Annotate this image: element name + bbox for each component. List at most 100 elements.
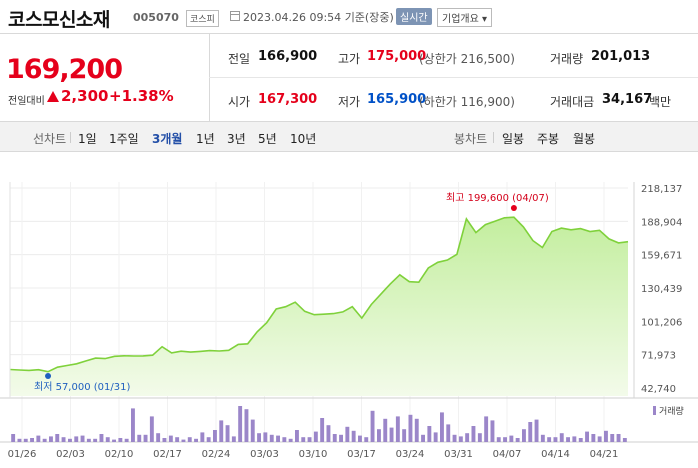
volume-bar (231, 436, 236, 442)
volume-bar (143, 434, 148, 442)
volume-bar (68, 438, 72, 442)
volume-bar (559, 433, 564, 442)
volume-bar (131, 408, 135, 442)
volume-bar (477, 433, 482, 442)
y-tick-label: 42,740 (641, 384, 676, 395)
tab-monthly[interactable]: 월봉 (573, 132, 596, 146)
volume-bar (263, 432, 268, 442)
volume-bar (515, 438, 520, 442)
volume-value: 201,013 (591, 49, 651, 64)
summary-row-divider (209, 77, 698, 78)
volume-bar (213, 430, 217, 442)
x-tick-label: 02/24 (202, 449, 231, 460)
x-tick-label: 03/17 (347, 449, 376, 460)
volume-bar (307, 437, 312, 442)
tab-10y[interactable]: 10년 (290, 132, 317, 146)
volume-bar (93, 438, 98, 442)
volume-bar (566, 437, 570, 442)
company-overview-button[interactable]: 기업개요 ▾ (437, 8, 492, 27)
y-tick-label: 188,904 (641, 217, 682, 228)
tab-separator (70, 132, 71, 143)
price-chart-svg: 최고 199,600 (04/07)최저 57,000 (01/31) 거래량 … (0, 182, 698, 460)
low-value: 165,900 (367, 92, 427, 107)
volume-bar (408, 414, 413, 442)
volume-bar (225, 425, 230, 442)
price-summary: 169,200 전일대비 2,300 +1.38% 전일 166,900 고가 … (0, 34, 698, 122)
volume-bar (42, 438, 47, 442)
prev-close-value: 166,900 (258, 49, 318, 64)
x-tick-label: 02/10 (105, 449, 134, 460)
volume-bar (219, 420, 224, 442)
volume-bar (276, 435, 280, 442)
volume-bar (105, 437, 110, 442)
line-chart-label: 선차트 (33, 132, 67, 146)
volume-bar (194, 438, 198, 442)
tab-1d[interactable]: 1일 (78, 132, 97, 146)
tab-daily[interactable]: 일봉 (502, 132, 525, 146)
volume-bar (269, 434, 274, 442)
market-badge: 코스피 (186, 10, 219, 27)
high-annotation: 최고 199,600 (04/07) (446, 192, 549, 204)
calendar-icon (230, 11, 240, 21)
open-label: 시가 (228, 95, 251, 109)
volume-bar (591, 434, 596, 442)
volume-bar (137, 434, 142, 442)
tab-1w[interactable]: 1주일 (109, 132, 139, 146)
current-price: 169,200 (6, 54, 123, 85)
low-label: 저가 (338, 95, 361, 109)
volume-bar (61, 437, 66, 442)
volume-bar (339, 434, 343, 442)
volume-bar (389, 427, 394, 442)
volume-bar (440, 412, 444, 442)
stock-name: 코스모신소재 (8, 9, 110, 31)
open-value: 167,300 (258, 92, 318, 107)
volume-bar (288, 438, 293, 442)
volume-bar (458, 436, 463, 442)
price-line (9, 216, 629, 373)
volume-bar (540, 434, 545, 442)
x-tick-label: 02/03 (56, 449, 85, 460)
up-triangle-icon (47, 91, 59, 102)
tab-1y[interactable]: 1년 (196, 132, 215, 146)
volume-bar (585, 431, 589, 442)
price-area-fill (10, 217, 628, 396)
volume-bar (610, 434, 615, 442)
change-value: 2,300 (61, 87, 109, 105)
volume-bar (162, 438, 167, 442)
volume-bar (622, 438, 627, 442)
y-tick-label: 101,206 (641, 317, 682, 328)
volume-bar (616, 434, 621, 442)
price-chart: 최고 199,600 (04/07) 최저 57,000 (01/31) 거래량 … (0, 152, 698, 468)
volume-bar (156, 433, 161, 442)
tab-weekly[interactable]: 주봉 (537, 132, 560, 146)
volume-bar (257, 433, 261, 442)
volume-bar (326, 425, 331, 442)
stock-code: 005070 (133, 11, 179, 24)
volume-bar (395, 416, 400, 442)
volume-bar (465, 433, 470, 442)
volume-bar (332, 434, 337, 442)
datetime-value: 2023.04.26 09:54 (243, 11, 342, 24)
volume-bar (244, 409, 249, 442)
realtime-button[interactable]: 실시간 (396, 8, 432, 25)
volume-bar (364, 437, 369, 442)
tab-5y[interactable]: 5년 (258, 132, 277, 146)
tab-separator (493, 132, 494, 143)
volume-bar (604, 430, 608, 442)
y-tick-label: 130,439 (641, 284, 682, 295)
volume-bar (452, 434, 457, 442)
tab-3m[interactable]: 3개월 (152, 132, 183, 146)
volume-bar (345, 426, 350, 442)
volume-bar (402, 429, 407, 442)
datetime-basis: 기준(장중) (344, 11, 394, 24)
volume-bar (496, 437, 501, 442)
tab-3y[interactable]: 3년 (227, 132, 246, 146)
high-label: 고가 (338, 52, 361, 66)
y-tick-label: 159,671 (641, 251, 682, 262)
x-tick-label: 04/14 (541, 449, 570, 460)
x-tick-label: 03/03 (250, 449, 279, 460)
volume-bar (503, 437, 507, 442)
x-tick-label: 03/31 (444, 449, 473, 460)
volume-bar (421, 434, 425, 442)
volume-bar (370, 410, 375, 442)
